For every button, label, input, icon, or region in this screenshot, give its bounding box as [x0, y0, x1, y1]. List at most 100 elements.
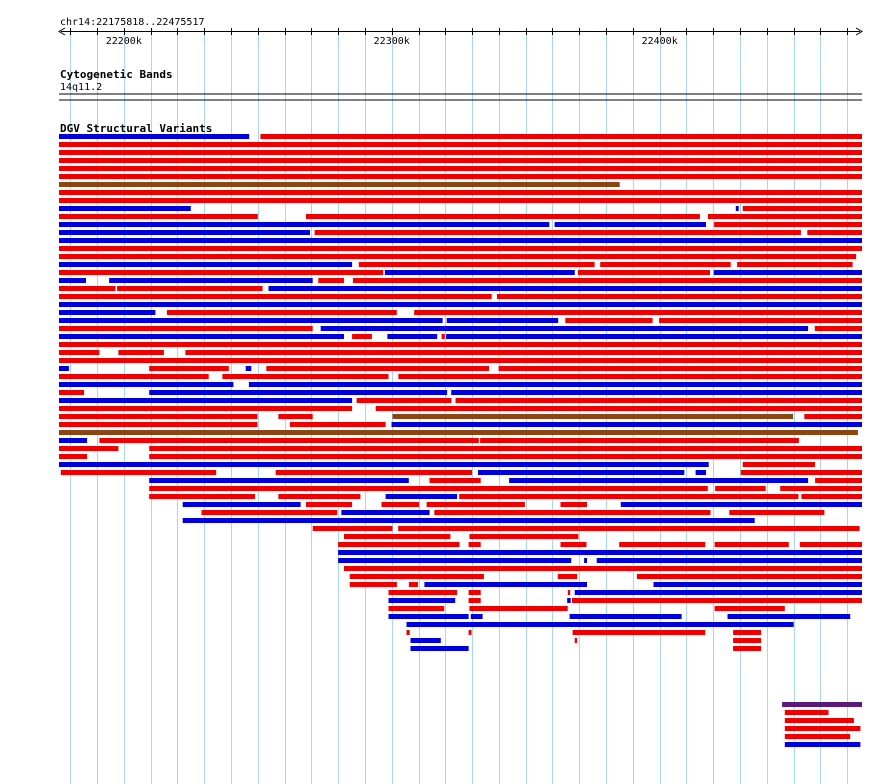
variant-bar-gain[interactable]: [408, 582, 418, 587]
variant-bar-gain[interactable]: [59, 198, 862, 203]
variant-bar-gain[interactable]: [59, 406, 353, 411]
variant-bar-gain[interactable]: [59, 142, 862, 147]
variant-bar-gain[interactable]: [572, 630, 706, 635]
variant-bar-gain[interactable]: [306, 502, 353, 507]
variant-bar-gain[interactable]: [99, 438, 479, 443]
variant-bar-gain[interactable]: [565, 318, 653, 323]
variant-bar-loss[interactable]: [391, 422, 863, 427]
variant-bar-gain[interactable]: [804, 414, 862, 419]
variant-bar-loss[interactable]: [182, 518, 755, 523]
variant-bar-gain[interactable]: [740, 470, 862, 475]
variant-bar-gain[interactable]: [480, 438, 799, 443]
variant-bar-gain[interactable]: [468, 590, 481, 595]
variant-bar-loss[interactable]: [567, 598, 571, 603]
variant-bar-gain[interactable]: [306, 214, 700, 219]
variant-bar-gain[interactable]: [784, 718, 854, 723]
variant-bar-gain[interactable]: [149, 366, 229, 371]
variant-bar-gain[interactable]: [59, 342, 862, 347]
variant-bar-gain[interactable]: [733, 646, 761, 651]
variant-bar-gain[interactable]: [784, 734, 851, 739]
variant-bar-loss[interactable]: [784, 742, 861, 747]
variant-bar-gain[interactable]: [59, 246, 862, 251]
variant-bar-loss[interactable]: [470, 614, 483, 619]
variant-bar-loss[interactable]: [695, 470, 706, 475]
variant-bar-loss[interactable]: [424, 582, 587, 587]
variant-bar-loss[interactable]: [387, 334, 438, 339]
variant-bar-gain[interactable]: [714, 542, 789, 547]
variant-bar-gain[interactable]: [574, 638, 578, 643]
variant-bar-loss[interactable]: [59, 278, 86, 283]
variant-bar-gain[interactable]: [312, 526, 393, 531]
variant-bar-gain[interactable]: [807, 230, 862, 235]
variant-bar-loss[interactable]: [109, 278, 313, 283]
variant-bar-gain[interactable]: [619, 542, 706, 547]
variant-bar-gain[interactable]: [201, 510, 338, 515]
variant-bar-gain[interactable]: [742, 206, 862, 211]
variant-bar-gain[interactable]: [707, 214, 862, 219]
variant-bar-gain[interactable]: [59, 374, 209, 379]
variant-bar-gain[interactable]: [560, 542, 587, 547]
variant-bar-loss[interactable]: [727, 614, 851, 619]
variant-bar-gain[interactable]: [398, 526, 860, 531]
variant-bar-loss[interactable]: [478, 470, 685, 475]
variant-bar-loss[interactable]: [320, 326, 809, 331]
variant-bar-gain[interactable]: [468, 630, 472, 635]
variant-bar-gain[interactable]: [278, 414, 313, 419]
variant-features[interactable]: [59, 134, 863, 747]
variant-bar-gain[interactable]: [59, 190, 862, 195]
variant-bar-gain[interactable]: [344, 534, 451, 539]
variant-bar-gain[interactable]: [815, 478, 862, 483]
variant-bar-loss[interactable]: [406, 622, 794, 627]
variant-bar-gain[interactable]: [799, 542, 862, 547]
variant-bar-loss[interactable]: [584, 558, 587, 563]
variant-bar-gain[interactable]: [59, 286, 116, 291]
variant-bar-loss[interactable]: [713, 270, 862, 275]
variant-bar-gain[interactable]: [60, 470, 217, 475]
variant-bar-gain[interactable]: [560, 502, 588, 507]
variant-bar-inv[interactable]: [392, 414, 794, 419]
variant-bar-gain[interactable]: [468, 542, 481, 547]
variant-bar-gain[interactable]: [429, 478, 481, 483]
variant-bar-gain[interactable]: [278, 494, 361, 499]
variant-bar-loss[interactable]: [149, 390, 448, 395]
variant-bar-loss[interactable]: [182, 502, 301, 507]
variant-bar-inv[interactable]: [59, 430, 858, 435]
variant-bar-gain[interactable]: [388, 606, 445, 611]
variant-bar-loss[interactable]: [149, 478, 409, 483]
variant-bar-gain[interactable]: [733, 630, 761, 635]
variant-bar-gain[interactable]: [356, 398, 452, 403]
variant-bar-gain[interactable]: [406, 630, 410, 635]
variant-bar-loss[interactable]: [59, 462, 709, 467]
variant-bar-gain[interactable]: [289, 422, 386, 427]
variant-bar-gain[interactable]: [149, 486, 708, 491]
variant-bar-loss[interactable]: [59, 398, 353, 403]
variant-bar-loss[interactable]: [59, 222, 550, 227]
variant-bar-gain[interactable]: [59, 446, 119, 451]
variant-bar-loss[interactable]: [245, 366, 252, 371]
variant-bar-gain[interactable]: [318, 278, 344, 283]
variant-bar-gain[interactable]: [59, 390, 85, 395]
variant-bar-gain[interactable]: [459, 494, 799, 499]
variant-bar-loss[interactable]: [248, 382, 862, 387]
variant-bar-complex[interactable]: [782, 702, 862, 707]
scroll-left-arrow[interactable]: [58, 27, 66, 36]
variant-bar-gain[interactable]: [338, 542, 460, 547]
variant-bar-loss[interactable]: [268, 286, 863, 291]
variant-bar-gain[interactable]: [414, 310, 862, 315]
variant-bar-gain[interactable]: [398, 374, 862, 379]
variant-bar-loss[interactable]: [59, 366, 69, 371]
variant-bar-loss[interactable]: [569, 614, 682, 619]
variant-bar-gain[interactable]: [455, 398, 863, 403]
variant-bar-gain[interactable]: [59, 294, 492, 299]
scroll-right-arrow[interactable]: [855, 27, 863, 36]
variant-bar-gain[interactable]: [314, 230, 801, 235]
variant-bar-loss[interactable]: [388, 614, 469, 619]
variant-bar-gain[interactable]: [59, 174, 862, 179]
variant-bar-loss[interactable]: [446, 318, 559, 323]
variant-bar-gain[interactable]: [59, 326, 313, 331]
variant-bar-gain[interactable]: [557, 574, 578, 579]
variant-bar-loss[interactable]: [59, 438, 88, 443]
variant-bar-gain[interactable]: [784, 726, 861, 731]
variant-bar-gain[interactable]: [349, 582, 397, 587]
variant-bar-gain[interactable]: [149, 494, 255, 499]
